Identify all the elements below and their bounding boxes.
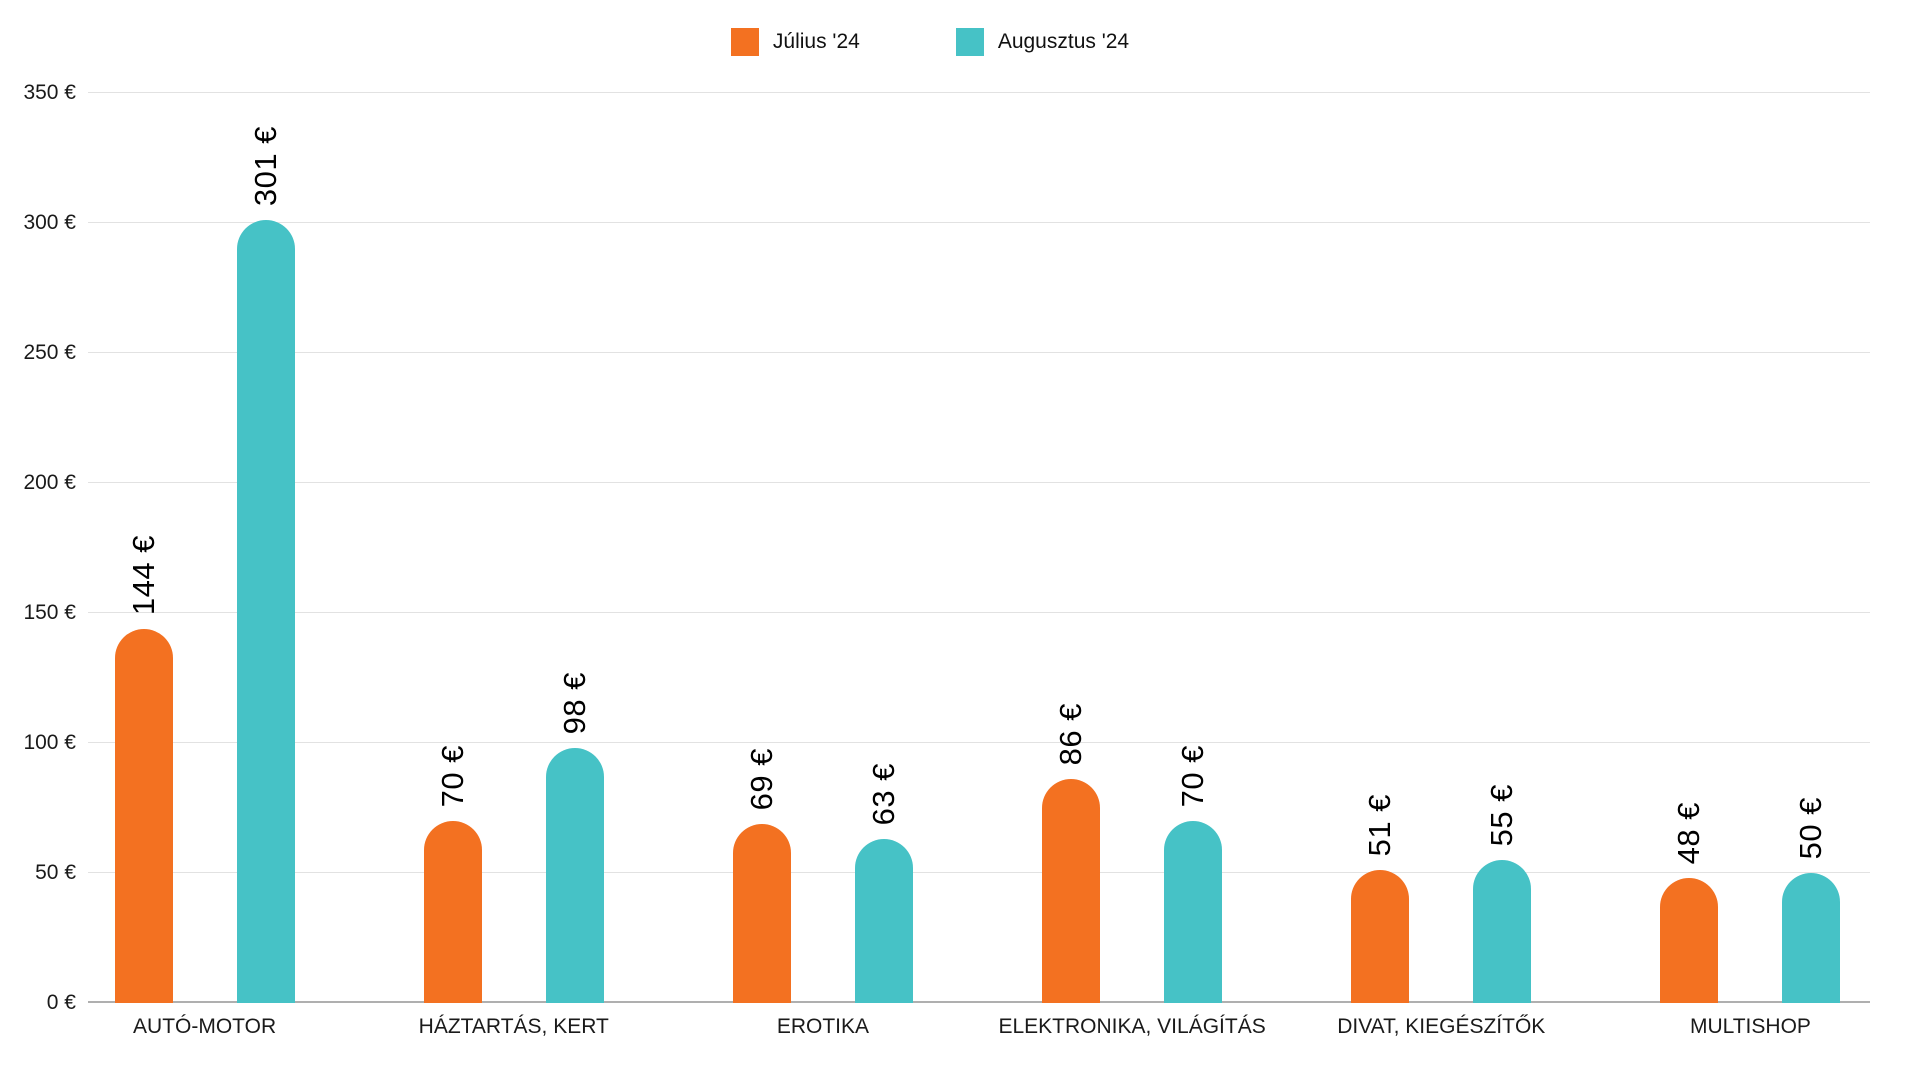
bar-slot: 144 € [114, 93, 173, 1003]
bar-slot: 70 € [1164, 93, 1223, 1003]
bar-series-1-cat-2[interactable] [854, 839, 913, 1003]
bar-slot: 50 € [1782, 93, 1841, 1003]
bar-slot: 86 € [1042, 93, 1101, 1003]
bar-slot: 48 € [1660, 93, 1719, 1003]
x-axis: AUTÓ-MOTOR HÁZTARTÁS, KERT EROTIKA ELEKTRON… [50, 1015, 1905, 1039]
x-axis-category-label: AUTÓ-MOTOR [133, 1015, 277, 1038]
y-axis: 0 € 50 € 100 € 150 € 200 € 250 € 300 € 350 € [0, 81, 76, 1014]
value-label: 86 € [1053, 702, 1089, 765]
bar-group: 69 € 63 € [668, 93, 977, 1003]
bar-slot: 301 € [236, 93, 295, 1003]
bar-slot: 63 € [854, 93, 913, 1003]
x-axis-category-label: ELEKTRONIKA, VILÁGÍTÁS [998, 1015, 1266, 1038]
value-label: 63 € [865, 762, 901, 825]
value-label: 98 € [556, 671, 592, 734]
x-axis-category-label: HÁZTARTÁS, KERT [418, 1015, 609, 1038]
bar-group: 86 € 70 € [978, 93, 1287, 1003]
x-axis-category-label: EROTIKA [776, 1015, 870, 1038]
gridline [88, 222, 1870, 223]
bar-series-1-cat-0[interactable] [236, 220, 295, 1003]
y-axis-tick-label: 50 € [35, 861, 76, 884]
value-label: 55 € [1484, 783, 1520, 846]
y-axis-tick-label: 100 € [23, 731, 76, 754]
legend-item-1[interactable]: Augusztus '24 [955, 28, 1130, 56]
legend-label: Augusztus '24 [997, 30, 1130, 53]
bar-group: 48 € 50 € [1596, 93, 1905, 1003]
bar-series-0-cat-4[interactable] [1351, 870, 1410, 1003]
bar-group: 70 € 98 € [359, 93, 668, 1003]
y-axis-tick-label: 300 € [23, 211, 76, 234]
bar-series-0-cat-1[interactable] [423, 821, 482, 1003]
bar-slot: 98 € [545, 93, 604, 1003]
x-axis-baseline [88, 1001, 1870, 1003]
value-label: 144 € [125, 534, 161, 615]
bar-series-1-cat-3[interactable] [1164, 821, 1223, 1003]
bar-slot: 70 € [423, 93, 482, 1003]
value-label: 48 € [1671, 801, 1707, 864]
legend-item-0[interactable]: Július '24 [730, 28, 860, 56]
gridline [88, 612, 1870, 613]
bar-group: 144 € 301 € [50, 93, 359, 1003]
bar-series-0-cat-2[interactable] [732, 824, 791, 1003]
bar-series-0-cat-3[interactable] [1042, 779, 1101, 1003]
gridline [88, 872, 1870, 873]
y-axis-tick-label: 200 € [23, 471, 76, 494]
gridline [88, 92, 1870, 93]
bar-group: 51 € 55 € [1287, 93, 1596, 1003]
y-axis-tick-label: 350 € [23, 81, 76, 104]
value-label: 301 € [247, 125, 283, 206]
x-axis-category-label: DIVAT, KIEGÉSZÍTŐK [1337, 1015, 1546, 1038]
bar-slot: 69 € [732, 93, 791, 1003]
bar-groups: 144 € 301 € 70 € 98 € 69 € 63 € 86 € 70 € 51 € 55… [50, 93, 1905, 1003]
gridline [88, 352, 1870, 353]
legend-swatch-icon [955, 28, 984, 56]
legend-label: Július '24 [772, 30, 860, 53]
bar-series-0-cat-0[interactable] [114, 629, 173, 1003]
y-axis-tick-label: 0 € [46, 991, 76, 1014]
value-label: 70 € [1175, 744, 1211, 807]
legend-swatch-icon [730, 28, 759, 56]
bar-slot: 51 € [1351, 93, 1410, 1003]
y-axis-tick-label: 250 € [23, 341, 76, 364]
bar-series-1-cat-1[interactable] [545, 748, 604, 1003]
value-label: 69 € [743, 747, 779, 810]
gridline [88, 742, 1870, 743]
plot-area [88, 92, 1870, 1003]
value-label: 51 € [1362, 793, 1398, 856]
value-label: 70 € [434, 744, 470, 807]
bar-series-1-cat-4[interactable] [1473, 860, 1532, 1003]
bar-series-1-cat-5[interactable] [1782, 873, 1841, 1003]
x-axis-category-label: MULTISHOP [1689, 1015, 1811, 1038]
bar-series-0-cat-5[interactable] [1660, 878, 1719, 1003]
bar-slot: 55 € [1473, 93, 1532, 1003]
legend: Július '24 Augusztus '24 [0, 28, 1860, 56]
y-axis-tick-label: 150 € [23, 601, 76, 624]
value-label: 50 € [1793, 796, 1829, 859]
gridline [88, 482, 1870, 483]
